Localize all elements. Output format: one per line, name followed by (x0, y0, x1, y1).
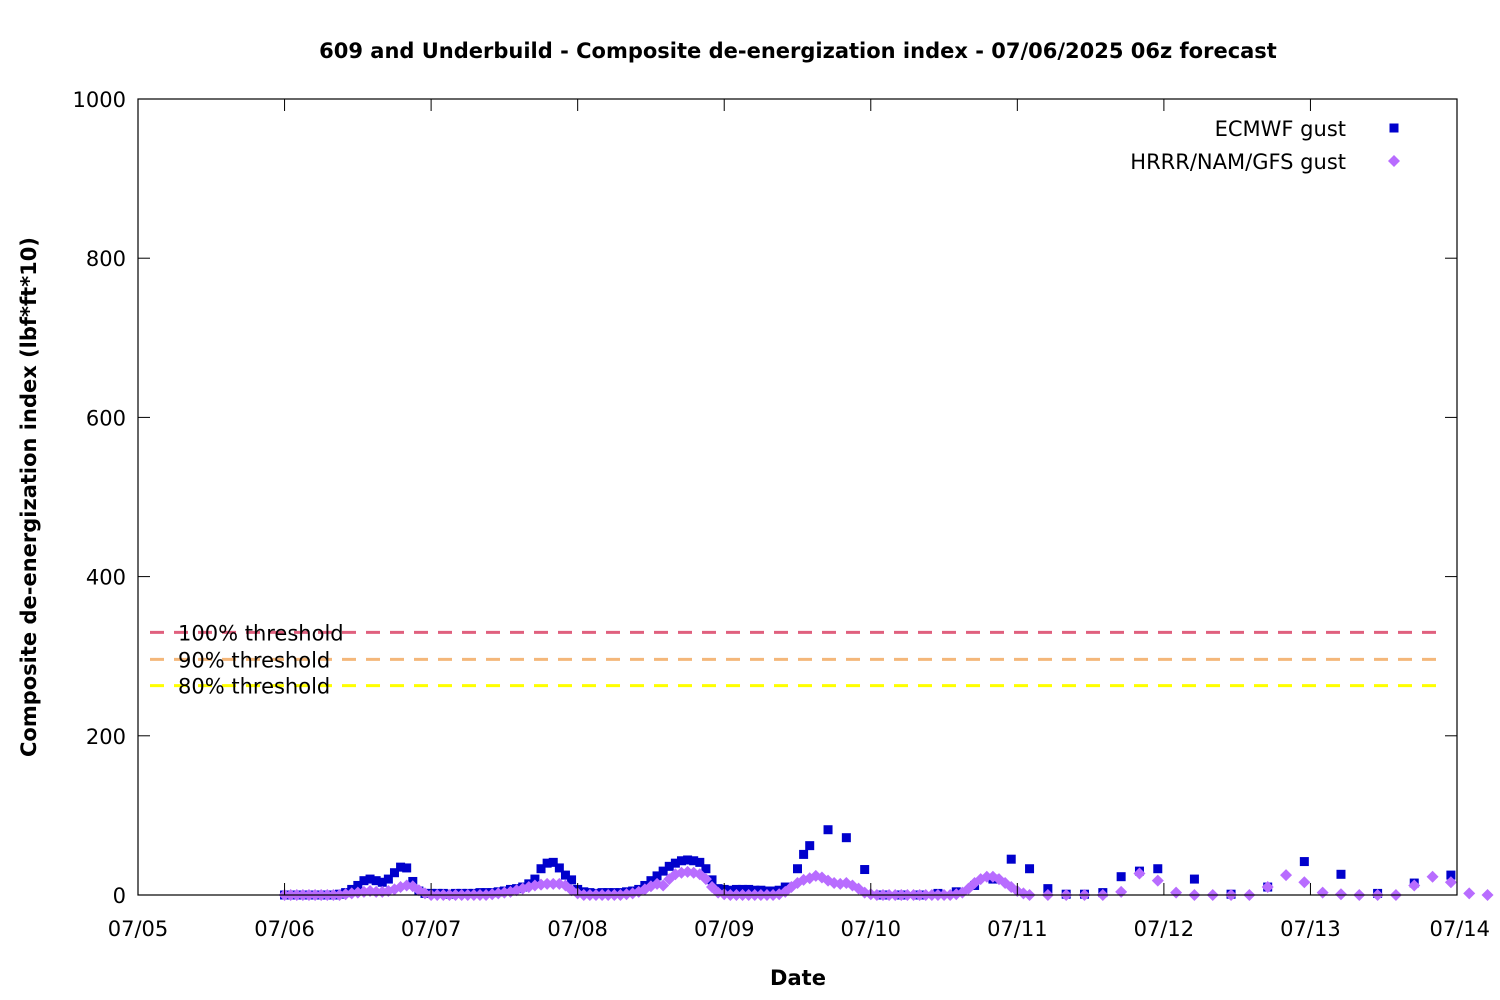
data-point (699, 873, 712, 886)
data-point (377, 877, 387, 887)
data-point (359, 876, 369, 886)
data-point (1446, 870, 1456, 880)
data-point (658, 866, 668, 876)
data-point (980, 870, 993, 883)
data-point (683, 855, 693, 865)
data-point (547, 877, 560, 890)
data-point (542, 858, 552, 868)
y-axis-label: Composite de-energization index (lbf*ft*… (17, 237, 41, 757)
data-point (1261, 881, 1274, 894)
data-point (396, 862, 406, 872)
data-point (554, 863, 564, 873)
data-point (1025, 864, 1035, 874)
y-tick-label: 800 (86, 247, 126, 271)
data-point (541, 877, 554, 890)
data-point (860, 865, 870, 875)
legend-label: ECMWF gust (1215, 117, 1346, 141)
x-tick-label: 07/06 (254, 917, 315, 941)
data-point (536, 864, 546, 874)
data-point (1426, 870, 1439, 883)
threshold-label: 80% threshold (178, 675, 330, 699)
x-tick-label: 07/12 (1134, 917, 1195, 941)
data-point (1151, 874, 1164, 887)
data-point (799, 849, 809, 859)
y-tick-label: 600 (86, 406, 126, 430)
data-point (530, 874, 540, 884)
data-point (383, 874, 393, 884)
data-point (1408, 879, 1421, 892)
threshold-lines: 100% threshold 90% threshold 80% threshold (150, 621, 1445, 699)
data-point (1336, 869, 1346, 879)
data-point (1133, 867, 1146, 880)
threshold-label: 100% threshold (178, 621, 344, 645)
chart-title: 609 and Underbuild - Composite de-energi… (319, 39, 1277, 63)
legend-marker-diamond (1388, 155, 1400, 167)
data-point (695, 857, 705, 867)
data-point (793, 864, 802, 874)
data-point (1299, 857, 1309, 867)
legend: ECMWF gust HRRR/NAM/GFS gust (1130, 117, 1400, 174)
data-point (560, 870, 570, 880)
threshold-label: 90% threshold (178, 648, 330, 672)
series-layer (278, 825, 1494, 901)
x-tick-label: 07/11 (987, 917, 1048, 941)
x-tick-label: 07/14 (1429, 917, 1490, 941)
data-point (1189, 874, 1199, 884)
data-point (676, 856, 686, 866)
data-point (701, 864, 711, 874)
data-point (841, 833, 851, 843)
data-point (1170, 886, 1183, 899)
data-point (652, 871, 662, 881)
data-point (1444, 876, 1457, 889)
x-tick-label: 07/10 (841, 917, 902, 941)
y-tick-label: 400 (86, 566, 126, 590)
data-point (1006, 854, 1016, 864)
data-point (1298, 876, 1311, 889)
data-point (1280, 869, 1293, 882)
series-hrrr-nam-gfs-gust (278, 865, 1494, 901)
x-tick-label: 07/09 (694, 917, 755, 941)
y-tick-label: 200 (86, 725, 126, 749)
data-point (567, 875, 577, 885)
series-ecmwf-gust (280, 825, 1456, 900)
data-point (670, 858, 680, 868)
data-point (365, 874, 375, 884)
data-point (1334, 888, 1347, 901)
data-point (389, 868, 399, 878)
legend-marker-square (1389, 123, 1399, 133)
data-point (1316, 886, 1329, 899)
x-tick-label: 07/08 (547, 917, 608, 941)
data-point (371, 876, 381, 886)
data-point (707, 875, 717, 885)
data-point (1481, 889, 1494, 901)
data-point (689, 856, 699, 866)
x-axis-label: Date (770, 966, 826, 990)
x-tick-label: 07/05 (108, 917, 169, 941)
data-point (823, 825, 833, 835)
axis-ticks: 0 200 400 600 800 1000 07/05 07/06 07/07 07/08 07/… (73, 88, 1490, 941)
data-point (664, 861, 674, 871)
data-point (1153, 864, 1163, 874)
plot-frame (137, 98, 1458, 896)
data-point (402, 863, 412, 873)
data-point (1116, 872, 1126, 882)
data-point (1463, 887, 1476, 900)
data-point (1043, 884, 1053, 894)
legend-label: HRRR/NAM/GFS gust (1130, 150, 1346, 174)
data-point (548, 857, 558, 867)
x-tick-label: 07/07 (401, 917, 462, 941)
data-point (805, 841, 815, 851)
x-tick-label: 07/13 (1280, 917, 1341, 941)
y-tick-label: 0 (113, 884, 126, 908)
data-point (1115, 885, 1128, 898)
data-point (657, 879, 670, 892)
y-tick-label: 1000 (73, 88, 126, 112)
data-point (353, 880, 363, 890)
